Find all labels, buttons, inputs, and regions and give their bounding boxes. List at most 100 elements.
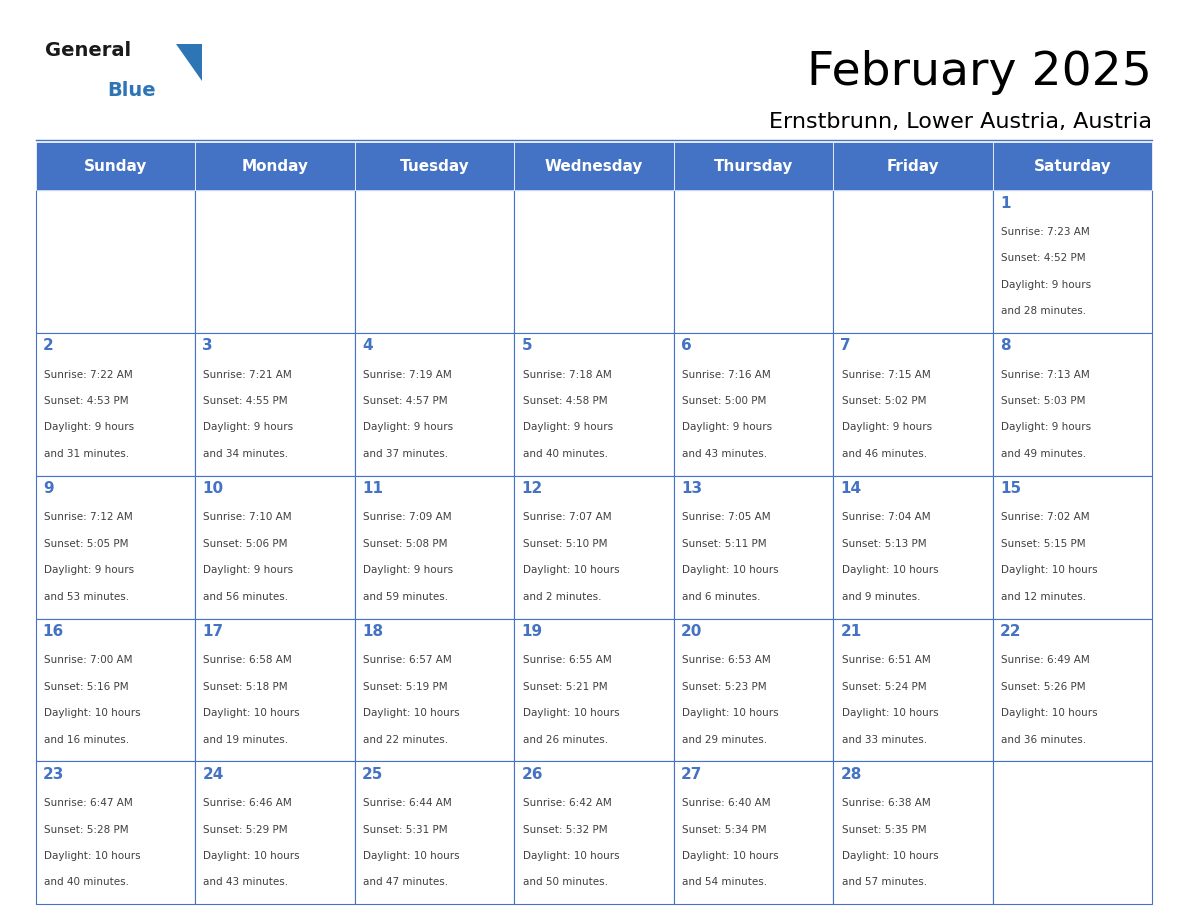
Text: 9: 9 bbox=[43, 481, 53, 497]
Text: 28: 28 bbox=[840, 767, 861, 782]
Text: Sunrise: 6:47 AM: Sunrise: 6:47 AM bbox=[44, 798, 133, 808]
Text: and 26 minutes.: and 26 minutes. bbox=[523, 734, 608, 744]
Text: February 2025: February 2025 bbox=[808, 50, 1152, 95]
Text: 5: 5 bbox=[522, 339, 532, 353]
Text: Sunrise: 6:53 AM: Sunrise: 6:53 AM bbox=[682, 655, 771, 666]
Text: Sunrise: 7:09 AM: Sunrise: 7:09 AM bbox=[364, 512, 451, 522]
Text: 26: 26 bbox=[522, 767, 543, 782]
Text: and 37 minutes.: and 37 minutes. bbox=[364, 449, 448, 459]
Text: Ernstbrunn, Lower Austria, Austria: Ernstbrunn, Lower Austria, Austria bbox=[770, 112, 1152, 132]
Text: Sunrise: 7:21 AM: Sunrise: 7:21 AM bbox=[203, 370, 292, 379]
Text: Sunrise: 6:46 AM: Sunrise: 6:46 AM bbox=[203, 798, 292, 808]
Text: Daylight: 10 hours: Daylight: 10 hours bbox=[1001, 565, 1098, 576]
Text: and 31 minutes.: and 31 minutes. bbox=[44, 449, 129, 459]
Text: and 40 minutes.: and 40 minutes. bbox=[523, 449, 607, 459]
Text: Sunset: 4:55 PM: Sunset: 4:55 PM bbox=[203, 396, 289, 406]
Text: and 9 minutes.: and 9 minutes. bbox=[841, 592, 921, 601]
Text: and 29 minutes.: and 29 minutes. bbox=[682, 734, 767, 744]
Text: Daylight: 10 hours: Daylight: 10 hours bbox=[523, 851, 619, 861]
Text: 18: 18 bbox=[362, 624, 383, 639]
Text: 6: 6 bbox=[681, 339, 691, 353]
Text: and 50 minutes.: and 50 minutes. bbox=[523, 878, 607, 888]
Text: Daylight: 10 hours: Daylight: 10 hours bbox=[523, 565, 619, 576]
Text: Daylight: 9 hours: Daylight: 9 hours bbox=[1001, 422, 1092, 432]
Text: Sunset: 5:32 PM: Sunset: 5:32 PM bbox=[523, 824, 607, 834]
Text: and 53 minutes.: and 53 minutes. bbox=[44, 592, 129, 601]
Text: and 56 minutes.: and 56 minutes. bbox=[203, 592, 289, 601]
Text: 23: 23 bbox=[43, 767, 64, 782]
Text: Friday: Friday bbox=[886, 159, 940, 174]
Text: Sunrise: 6:38 AM: Sunrise: 6:38 AM bbox=[841, 798, 930, 808]
Text: 14: 14 bbox=[840, 481, 861, 497]
Text: 8: 8 bbox=[1000, 339, 1011, 353]
Text: and 34 minutes.: and 34 minutes. bbox=[203, 449, 289, 459]
Text: Sunset: 5:23 PM: Sunset: 5:23 PM bbox=[682, 682, 766, 691]
Text: Sunrise: 7:00 AM: Sunrise: 7:00 AM bbox=[44, 655, 132, 666]
Text: Sunset: 4:53 PM: Sunset: 4:53 PM bbox=[44, 396, 128, 406]
Text: Saturday: Saturday bbox=[1034, 159, 1112, 174]
Text: and 12 minutes.: and 12 minutes. bbox=[1001, 592, 1086, 601]
Text: Sunrise: 6:57 AM: Sunrise: 6:57 AM bbox=[364, 655, 451, 666]
Text: Daylight: 9 hours: Daylight: 9 hours bbox=[523, 422, 613, 432]
Text: 27: 27 bbox=[681, 767, 702, 782]
Text: Daylight: 9 hours: Daylight: 9 hours bbox=[203, 422, 293, 432]
Text: Daylight: 9 hours: Daylight: 9 hours bbox=[682, 422, 772, 432]
Text: Sunrise: 6:40 AM: Sunrise: 6:40 AM bbox=[682, 798, 771, 808]
Text: and 2 minutes.: and 2 minutes. bbox=[523, 592, 601, 601]
Text: Sunrise: 6:55 AM: Sunrise: 6:55 AM bbox=[523, 655, 612, 666]
Text: Daylight: 10 hours: Daylight: 10 hours bbox=[1001, 708, 1098, 718]
Text: Sunset: 5:34 PM: Sunset: 5:34 PM bbox=[682, 824, 766, 834]
Text: Sunrise: 7:07 AM: Sunrise: 7:07 AM bbox=[523, 512, 611, 522]
Text: Sunrise: 6:42 AM: Sunrise: 6:42 AM bbox=[523, 798, 612, 808]
Text: Sunset: 5:06 PM: Sunset: 5:06 PM bbox=[203, 539, 287, 549]
Text: Sunset: 5:26 PM: Sunset: 5:26 PM bbox=[1001, 682, 1086, 691]
Text: Thursday: Thursday bbox=[714, 159, 794, 174]
Text: and 49 minutes.: and 49 minutes. bbox=[1001, 449, 1086, 459]
Text: Sunset: 5:15 PM: Sunset: 5:15 PM bbox=[1001, 539, 1086, 549]
Text: 25: 25 bbox=[362, 767, 384, 782]
Text: Sunrise: 7:10 AM: Sunrise: 7:10 AM bbox=[203, 512, 292, 522]
Text: Daylight: 9 hours: Daylight: 9 hours bbox=[841, 422, 931, 432]
Text: Sunset: 5:11 PM: Sunset: 5:11 PM bbox=[682, 539, 766, 549]
Text: 17: 17 bbox=[202, 624, 223, 639]
Text: Sunset: 5:24 PM: Sunset: 5:24 PM bbox=[841, 682, 927, 691]
Text: Daylight: 10 hours: Daylight: 10 hours bbox=[364, 708, 460, 718]
Text: Daylight: 10 hours: Daylight: 10 hours bbox=[523, 708, 619, 718]
Text: Sunset: 5:21 PM: Sunset: 5:21 PM bbox=[523, 682, 607, 691]
Text: Sunrise: 7:18 AM: Sunrise: 7:18 AM bbox=[523, 370, 612, 379]
Text: Sunset: 5:05 PM: Sunset: 5:05 PM bbox=[44, 539, 128, 549]
Text: and 54 minutes.: and 54 minutes. bbox=[682, 878, 767, 888]
Text: Sunset: 5:28 PM: Sunset: 5:28 PM bbox=[44, 824, 128, 834]
Text: 22: 22 bbox=[1000, 624, 1022, 639]
Text: Sunrise: 6:44 AM: Sunrise: 6:44 AM bbox=[364, 798, 451, 808]
Text: Daylight: 10 hours: Daylight: 10 hours bbox=[841, 708, 939, 718]
Text: 13: 13 bbox=[681, 481, 702, 497]
Text: Daylight: 9 hours: Daylight: 9 hours bbox=[364, 422, 453, 432]
Text: Sunrise: 6:51 AM: Sunrise: 6:51 AM bbox=[841, 655, 930, 666]
Text: and 43 minutes.: and 43 minutes. bbox=[203, 878, 289, 888]
Text: Sunrise: 7:22 AM: Sunrise: 7:22 AM bbox=[44, 370, 133, 379]
Text: and 33 minutes.: and 33 minutes. bbox=[841, 734, 927, 744]
Text: Blue: Blue bbox=[107, 81, 156, 100]
Text: and 16 minutes.: and 16 minutes. bbox=[44, 734, 129, 744]
Text: and 43 minutes.: and 43 minutes. bbox=[682, 449, 767, 459]
Text: Monday: Monday bbox=[241, 159, 309, 174]
Text: Daylight: 10 hours: Daylight: 10 hours bbox=[682, 708, 778, 718]
Text: and 6 minutes.: and 6 minutes. bbox=[682, 592, 760, 601]
Text: and 47 minutes.: and 47 minutes. bbox=[364, 878, 448, 888]
Text: Daylight: 9 hours: Daylight: 9 hours bbox=[44, 565, 134, 576]
Text: Sunset: 5:02 PM: Sunset: 5:02 PM bbox=[841, 396, 927, 406]
Text: 21: 21 bbox=[840, 624, 861, 639]
Text: 11: 11 bbox=[362, 481, 383, 497]
Text: Sunset: 4:58 PM: Sunset: 4:58 PM bbox=[523, 396, 607, 406]
Text: 4: 4 bbox=[362, 339, 373, 353]
Text: Daylight: 9 hours: Daylight: 9 hours bbox=[44, 422, 134, 432]
Text: 24: 24 bbox=[202, 767, 223, 782]
Text: 12: 12 bbox=[522, 481, 543, 497]
Text: and 28 minutes.: and 28 minutes. bbox=[1001, 306, 1086, 316]
Text: 20: 20 bbox=[681, 624, 702, 639]
Text: General: General bbox=[45, 41, 131, 61]
Text: Daylight: 9 hours: Daylight: 9 hours bbox=[1001, 280, 1092, 289]
Text: Sunset: 5:08 PM: Sunset: 5:08 PM bbox=[364, 539, 448, 549]
Text: Sunset: 5:18 PM: Sunset: 5:18 PM bbox=[203, 682, 289, 691]
